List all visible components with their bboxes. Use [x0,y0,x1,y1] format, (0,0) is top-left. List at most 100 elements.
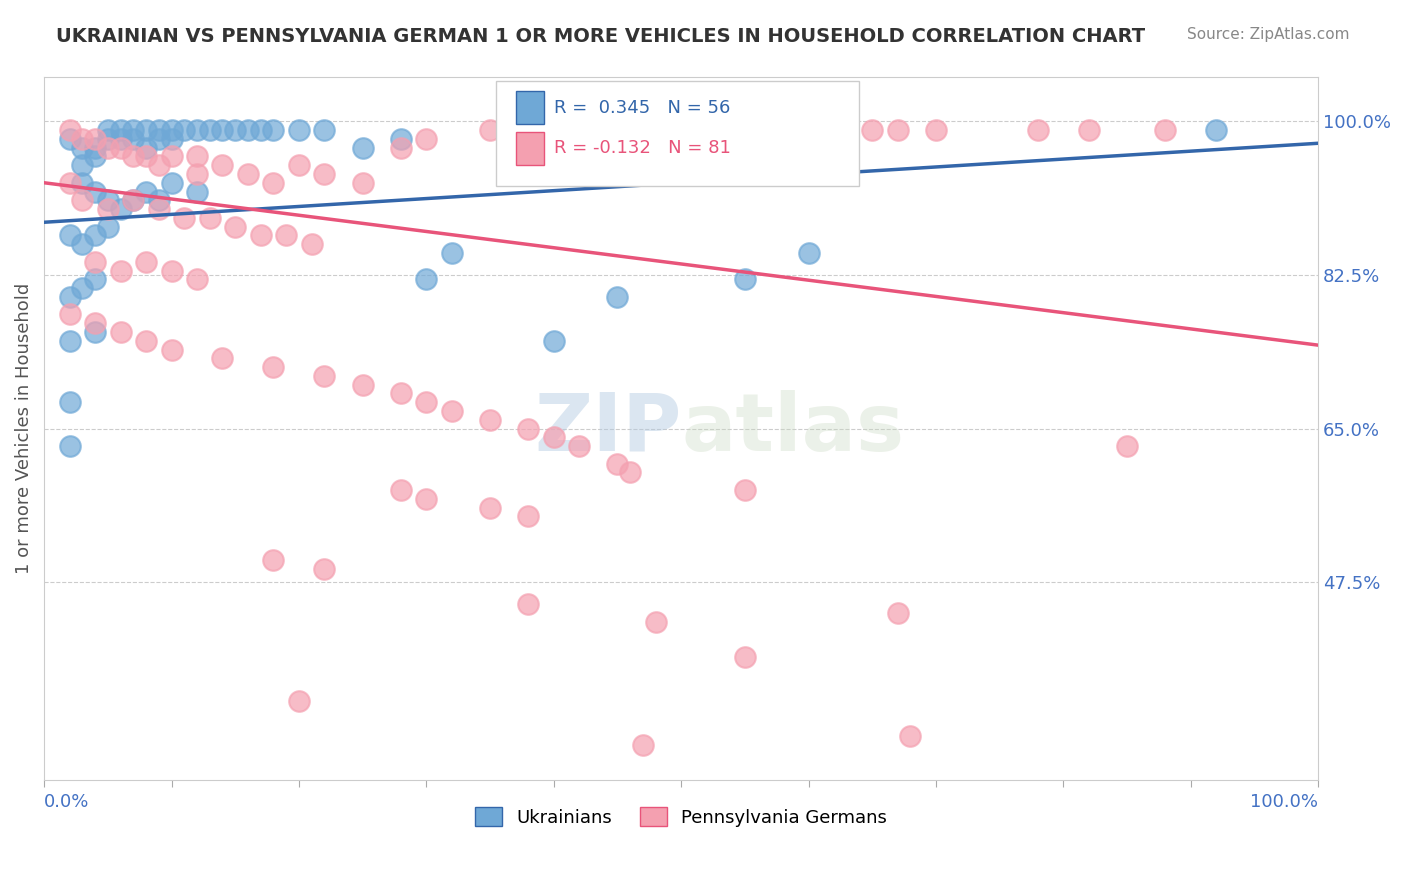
Point [97,219,120,234]
Point [211,158,233,172]
Point [160,263,183,277]
Point [122,194,145,208]
Point [148,194,170,208]
Point [440,404,463,418]
Point [72,158,94,172]
Point [236,123,259,137]
Point [148,132,170,146]
Point [352,176,374,190]
Point [860,123,883,137]
Point [301,237,323,252]
Point [58,290,80,304]
Point [97,123,120,137]
Point [160,123,183,137]
Point [84,185,107,199]
Point [122,123,145,137]
Point [517,132,540,146]
Point [389,132,412,146]
Point [415,272,437,286]
Point [84,141,107,155]
Point [352,377,374,392]
FancyBboxPatch shape [516,91,544,125]
Point [58,334,80,348]
Point [900,729,922,743]
Point [415,395,437,409]
Point [110,141,132,155]
Point [543,334,565,348]
Point [925,123,948,137]
Point [415,132,437,146]
Point [224,219,246,234]
FancyBboxPatch shape [496,81,859,186]
Point [211,351,233,366]
Point [160,343,183,357]
Point [606,290,628,304]
Point [389,386,412,401]
Point [1026,123,1049,137]
Point [1205,123,1227,137]
Point [84,272,107,286]
Point [619,123,641,137]
Point [186,185,208,199]
Text: UKRAINIAN VS PENNSYLVANIA GERMAN 1 OR MORE VEHICLES IN HOUSEHOLD CORRELATION CHA: UKRAINIAN VS PENNSYLVANIA GERMAN 1 OR MO… [56,27,1146,45]
Point [517,421,540,435]
Point [1116,439,1139,453]
Point [631,132,654,146]
Point [543,430,565,444]
Point [135,123,157,137]
Point [135,254,157,268]
Point [568,439,591,453]
Text: R =  0.345   N = 56: R = 0.345 N = 56 [554,98,730,117]
Point [72,132,94,146]
Point [479,123,502,137]
Legend: Ukrainians, Pennsylvania Germans: Ukrainians, Pennsylvania Germans [468,800,894,834]
Point [97,194,120,208]
Point [72,176,94,190]
Point [389,141,412,155]
Point [84,132,107,146]
Point [262,176,284,190]
Point [696,123,718,137]
Point [58,123,80,137]
Point [198,123,221,137]
Point [160,132,183,146]
Point [110,202,132,216]
Text: 0.0%: 0.0% [44,793,90,811]
Point [1077,123,1099,137]
Point [262,123,284,137]
Point [568,141,591,155]
Point [198,211,221,225]
Point [173,211,195,225]
Point [517,597,540,611]
Point [593,132,616,146]
Point [288,123,311,137]
Point [135,334,157,348]
Point [72,237,94,252]
Point [84,228,107,243]
Point [58,307,80,321]
Point [122,149,145,163]
Point [58,228,80,243]
Point [72,194,94,208]
Point [249,123,271,137]
Point [186,272,208,286]
Point [479,413,502,427]
Point [619,466,641,480]
Point [288,158,311,172]
Text: R = -0.132   N = 81: R = -0.132 N = 81 [554,138,731,157]
Point [135,141,157,155]
Point [734,272,756,286]
Point [262,553,284,567]
Point [352,141,374,155]
Text: ZIP: ZIP [534,390,681,467]
Y-axis label: 1 or more Vehicles in Household: 1 or more Vehicles in Household [15,283,32,574]
Point [160,149,183,163]
Point [148,123,170,137]
Point [440,246,463,260]
Point [97,202,120,216]
Point [631,738,654,752]
Point [186,149,208,163]
Point [797,246,820,260]
Point [84,254,107,268]
Point [389,483,412,497]
